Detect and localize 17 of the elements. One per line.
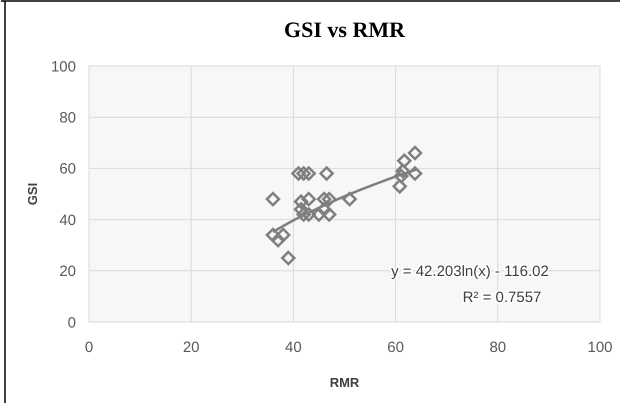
chart-title: GSI vs RMR bbox=[284, 17, 406, 42]
y-tick-label: 0 bbox=[68, 314, 76, 332]
x-tick-label: 80 bbox=[489, 339, 506, 356]
annotation: y = 42.203ln(x) - 116.02 bbox=[391, 263, 549, 280]
y-axis-title: GSI bbox=[25, 182, 40, 206]
x-tick-label: 0 bbox=[84, 339, 94, 356]
y-tick-label: 40 bbox=[59, 212, 76, 229]
x-axis-title: RMR bbox=[330, 375, 360, 390]
y-tick-label: 80 bbox=[59, 109, 76, 126]
y-tick-label: 100 bbox=[50, 58, 76, 76]
x-tick-label: 60 bbox=[387, 339, 404, 356]
x-tick-label: 100 bbox=[587, 339, 613, 356]
x-tick-label: 20 bbox=[182, 339, 200, 356]
y-tick-label: 20 bbox=[59, 263, 76, 280]
x-tick-label: 40 bbox=[285, 339, 302, 356]
annotation: R² = 0.7557 bbox=[462, 289, 542, 306]
y-tick-label: 60 bbox=[59, 160, 76, 178]
